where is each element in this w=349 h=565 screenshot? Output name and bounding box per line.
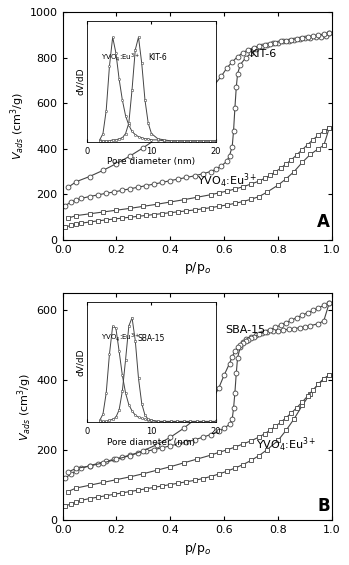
Text: YVO$_4$:Eu$^{3+}$: YVO$_4$:Eu$^{3+}$ — [197, 172, 258, 190]
Text: SBA-15: SBA-15 — [225, 325, 266, 335]
X-axis label: p/p$_o$: p/p$_o$ — [184, 541, 211, 557]
Text: A: A — [317, 212, 330, 231]
X-axis label: p/p$_o$: p/p$_o$ — [184, 260, 211, 276]
Y-axis label: $V_{ads}$ (cm$^3$/g): $V_{ads}$ (cm$^3$/g) — [15, 372, 34, 441]
Text: YVO$_4$:Eu$^{3+}$: YVO$_4$:Eu$^{3+}$ — [257, 436, 317, 454]
Y-axis label: $V_{ads}$ (cm$^3$/g): $V_{ads}$ (cm$^3$/g) — [8, 92, 27, 160]
Text: KIT-6: KIT-6 — [250, 49, 277, 59]
Text: B: B — [317, 497, 330, 515]
